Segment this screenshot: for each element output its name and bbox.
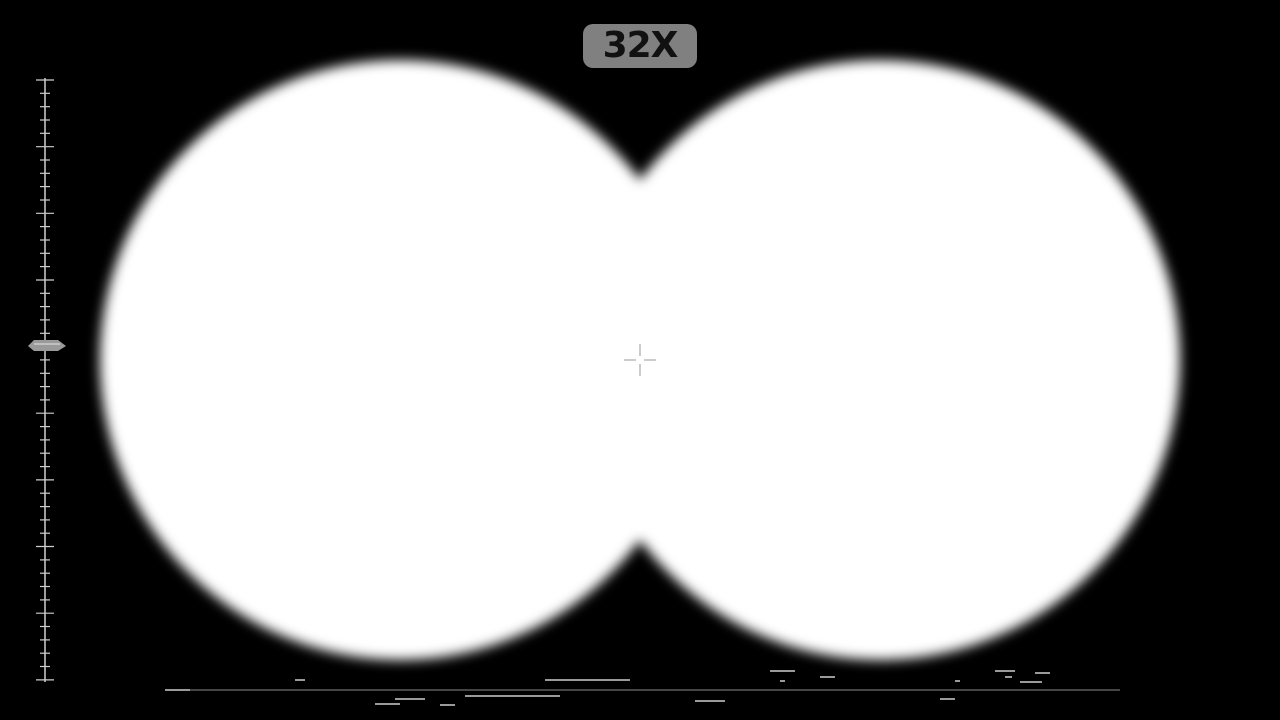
zoom-level-label: 32X <box>602 25 679 66</box>
scale-marker-icon <box>28 340 66 351</box>
range-scale <box>28 78 66 682</box>
right-lens <box>580 60 1180 660</box>
left-lens <box>100 60 700 660</box>
terrain-strip <box>165 670 1120 706</box>
crosshair-icon <box>624 344 656 376</box>
terrain-dashes <box>165 670 1050 706</box>
zoom-badge: 32X <box>583 24 697 68</box>
